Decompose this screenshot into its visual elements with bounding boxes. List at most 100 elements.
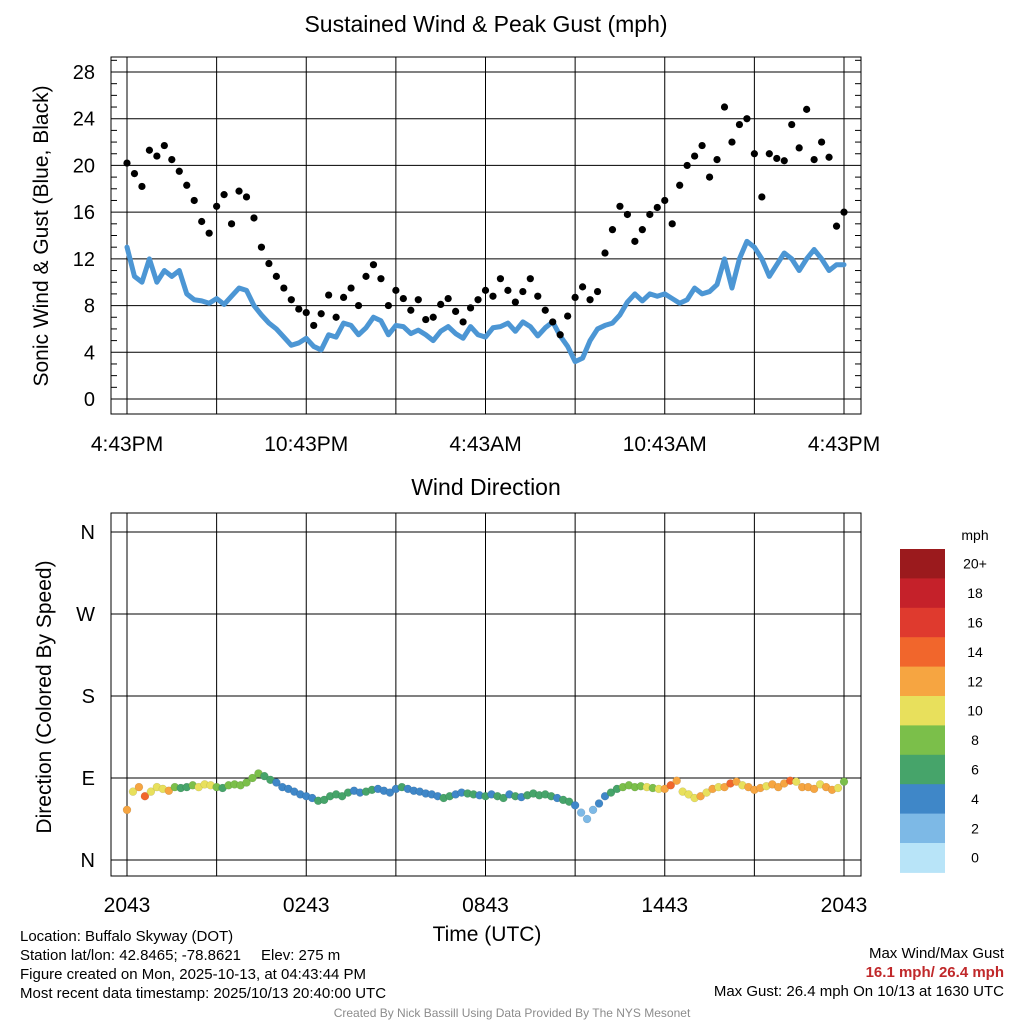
colorbar-swatch [900, 666, 945, 697]
direction-point [570, 801, 580, 810]
bottom-y-axis-label: Direction (Colored By Speed) [33, 560, 56, 833]
gust-point [526, 275, 534, 283]
bottom-x-tick-label: 2043 [104, 894, 151, 917]
gust-point [735, 120, 744, 129]
gust-point [817, 138, 826, 146]
top-chart-title: Sustained Wind & Peak Gust (mph) [304, 11, 667, 37]
gust-point [646, 210, 654, 219]
colorbar-swatch [900, 696, 945, 726]
gust-point [616, 202, 624, 210]
gust-point [213, 202, 221, 210]
colorbar-swatch [900, 784, 945, 815]
top-y-tick-label: 0 [84, 389, 95, 411]
direction-point [594, 799, 604, 808]
gust-point [705, 173, 714, 181]
gust-point [750, 150, 758, 158]
bottom-chart-title: Wind Direction [411, 474, 561, 500]
direction-point [319, 795, 329, 805]
gust-point [586, 296, 594, 304]
colorbar-label: 14 [967, 644, 983, 660]
gust-point [504, 286, 512, 294]
gust-point [474, 296, 482, 304]
top-x-tick-label: 4:43PM [808, 433, 880, 456]
direction-point [164, 786, 174, 796]
direction-plot: N E S W N 2043 0243 0843 1443 2043 [76, 512, 867, 917]
gust-point [123, 159, 131, 167]
max-values: 16.1 mph/ 26.4 mph [865, 964, 1004, 981]
gust-point [608, 226, 617, 234]
gust-point [676, 181, 684, 189]
gust-point [287, 296, 295, 304]
direction-point [582, 814, 592, 824]
colorbar-swatch [900, 813, 945, 844]
gust-point [720, 103, 729, 111]
gust-point [571, 293, 579, 301]
gust-point [713, 155, 721, 164]
direction-point [128, 787, 138, 796]
gust-point [377, 275, 385, 283]
gust-point [623, 210, 632, 219]
bottom-y-tick-label: N [81, 522, 95, 544]
direction-point [146, 787, 156, 796]
gust-point [235, 187, 243, 195]
colorbar-swatch [900, 754, 945, 785]
direction-point [576, 808, 586, 817]
gust-point [153, 152, 161, 160]
colorbar-swatch [900, 549, 945, 579]
max-info: Max Wind/Max Gust 16.1 mph/ 26.4 mph Max… [714, 944, 1004, 1001]
gust-point [242, 193, 251, 201]
colorbar-swatch [900, 725, 945, 756]
top-x-tick-label: 10:43PM [264, 433, 348, 456]
speed-colorbar: mph 20+ 18 16 14 12 10 8 6 4 2 0 [900, 527, 989, 873]
gust-point [332, 313, 340, 321]
gust-point [444, 294, 452, 303]
colorbar-label: 2 [971, 820, 979, 836]
direction-point [242, 778, 251, 787]
gust-point [302, 308, 310, 317]
direction-point [122, 805, 132, 815]
direction-point [564, 797, 574, 806]
gust-point [728, 138, 736, 146]
direction-point [672, 776, 681, 785]
bottom-x-tick-label: 0843 [462, 894, 509, 917]
location-text: Location: Buffalo Skyway (DOT) [20, 928, 234, 945]
direction-point [732, 777, 741, 786]
top-x-tick-label: 4:43PM [91, 433, 163, 456]
gust-point [205, 229, 213, 237]
gust-point [145, 146, 154, 154]
gust-point [437, 300, 445, 309]
gust-point [825, 153, 833, 161]
gust-point [183, 181, 191, 189]
direction-point [248, 773, 257, 783]
max-gust-time: Max Gust: 26.4 mph On 10/13 at 1630 UTC [713, 983, 1004, 1000]
top-y-tick-label: 4 [84, 342, 95, 364]
gust-point [160, 141, 168, 150]
bottom-x-tick-label: 0243 [283, 894, 330, 917]
bottom-y-tick-label: S [82, 686, 95, 708]
direction-point [337, 791, 347, 801]
gust-point [668, 220, 676, 228]
bottom-x-tick-label: 1443 [641, 894, 688, 917]
gust-point [369, 261, 378, 269]
direction-point [140, 791, 150, 801]
top-y-tick-label: 20 [73, 155, 95, 177]
colorbar-label: 20+ [963, 556, 987, 572]
bottom-y-tick-label: E [82, 768, 95, 790]
gust-point [384, 301, 393, 310]
bottom-y-tick-label: N [81, 850, 95, 872]
gust-point [168, 155, 176, 164]
gust-point [317, 310, 325, 318]
direction-point [134, 782, 144, 792]
bottom-x-axis-label: Time (UTC) [433, 923, 542, 946]
gust-point [422, 315, 430, 324]
gust-point [429, 313, 437, 321]
elevation-text: Elev: 275 m [261, 947, 341, 964]
gust-point [257, 243, 266, 251]
direction-point [684, 790, 693, 799]
direction-point [660, 784, 669, 794]
gust-point [698, 141, 706, 150]
gust-point [534, 292, 542, 300]
gust-point [459, 318, 467, 326]
top-x-tick-label: 4:43AM [449, 433, 521, 456]
